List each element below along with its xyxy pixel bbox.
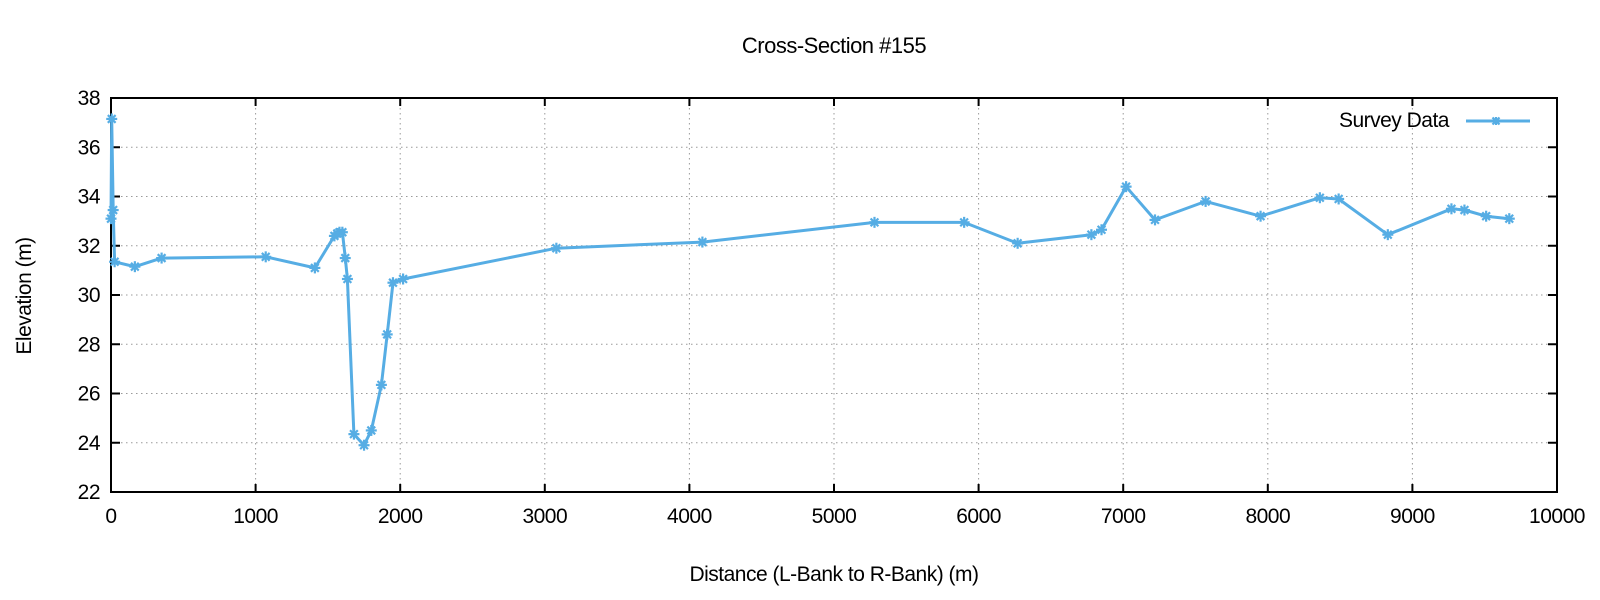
svg-text:10000: 10000	[1529, 505, 1585, 528]
svg-text:24: 24	[78, 432, 101, 455]
svg-text:8000: 8000	[1245, 505, 1290, 528]
legend-label: Survey Data	[1338, 109, 1450, 132]
svg-text:7000: 7000	[1101, 505, 1146, 528]
chart-title: Cross-Section #155	[741, 33, 927, 58]
svg-text:26: 26	[78, 383, 100, 406]
svg-text:32: 32	[78, 235, 100, 258]
svg-text:34: 34	[78, 186, 101, 209]
svg-text:6000: 6000	[956, 505, 1001, 528]
legend: Survey Data	[1339, 109, 1530, 133]
svg-text:38: 38	[78, 87, 100, 110]
legend-line-marker-icon	[1466, 116, 1530, 126]
svg-text:30: 30	[78, 284, 100, 307]
svg-text:28: 28	[78, 333, 100, 356]
x-axis-title: Distance (L-Bank to R-Bank) (m)	[689, 563, 979, 586]
svg-text:0: 0	[105, 505, 116, 528]
svg-text:9000: 9000	[1390, 505, 1435, 528]
svg-text:22: 22	[78, 481, 100, 504]
svg-text:2000: 2000	[378, 505, 423, 528]
svg-text:1000: 1000	[233, 505, 278, 528]
svg-text:36: 36	[78, 136, 100, 159]
svg-text:4000: 4000	[667, 505, 712, 528]
svg-text:3000: 3000	[522, 505, 567, 528]
svg-text:5000: 5000	[812, 505, 857, 528]
